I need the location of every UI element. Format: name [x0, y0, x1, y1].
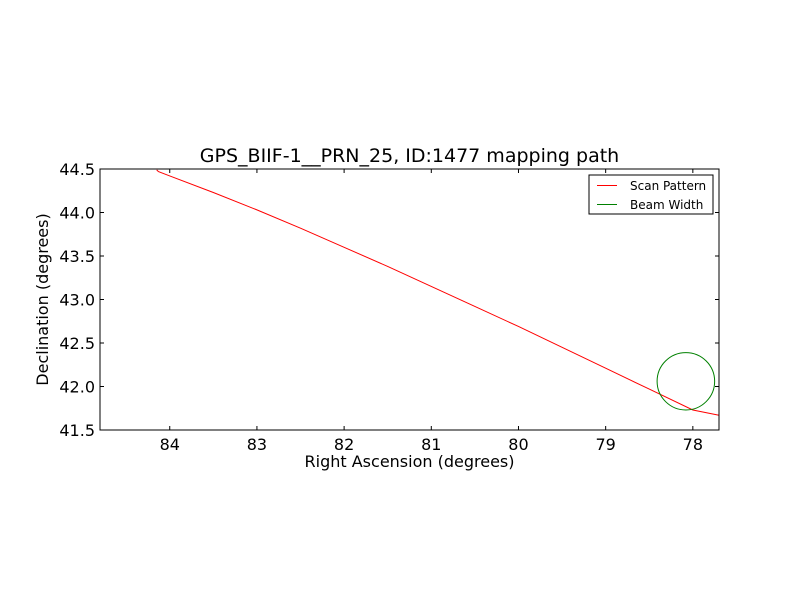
y-tick-label: 42.0: [59, 378, 95, 397]
beam-width-circle: [656, 352, 716, 411]
x-tick-label: 84: [160, 435, 180, 454]
y-tick-label: 44.5: [59, 160, 95, 179]
x-axis-ticks: 84 83 82 81 80 79 78: [160, 169, 703, 454]
chart-title: GPS_BIIF-1__PRN_25, ID:1477 mapping path: [200, 145, 619, 167]
legend-label-beam-width: Beam Width: [630, 198, 703, 212]
x-tick-label: 79: [595, 435, 615, 454]
y-tick-label: 42.5: [59, 334, 95, 353]
y-axis-label: Declination (degrees): [33, 213, 52, 385]
x-tick-label: 81: [421, 435, 441, 454]
x-tick-label: 78: [683, 435, 703, 454]
y-tick-label: 41.5: [59, 421, 95, 440]
x-tick-label: 80: [508, 435, 528, 454]
x-tick-label: 82: [334, 435, 354, 454]
legend: Scan Pattern Beam Width: [588, 174, 714, 215]
data-layer: [156, 169, 720, 416]
legend-box: [588, 174, 714, 215]
legend-label-scan-pattern: Scan Pattern: [630, 179, 706, 193]
y-tick-label: 44.0: [59, 204, 95, 223]
scan-pattern-line: [156, 169, 720, 416]
x-tick-label: 83: [247, 435, 267, 454]
x-axis-label: Right Ascension (degrees): [305, 452, 515, 471]
y-tick-label: 43.0: [59, 291, 95, 310]
y-axis-ticks: 41.5 42.0 42.5 43.0 43.5 44.0 44.5: [59, 160, 719, 440]
y-tick-label: 43.5: [59, 247, 95, 266]
